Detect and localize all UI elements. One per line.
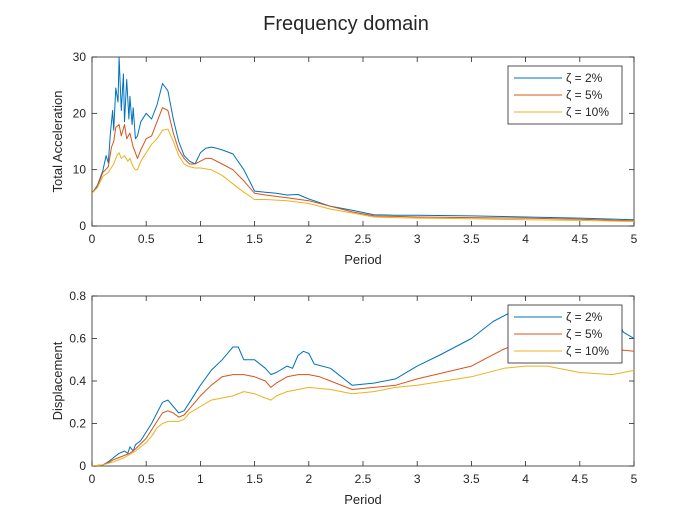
- x-tick-label: 5: [631, 232, 638, 246]
- x-tick-label: 4.5: [571, 232, 588, 246]
- y-tick-label: 0: [79, 219, 86, 233]
- x-tick-label: 5: [631, 472, 638, 486]
- x-tick-label: 3: [414, 472, 421, 486]
- x-axis-label: Period: [344, 492, 382, 507]
- legend-label-zeta-2: ζ = 2%: [566, 310, 603, 324]
- x-tick-label: 0.5: [138, 472, 155, 486]
- figure-title: Frequency domain: [263, 13, 429, 35]
- legend-label-zeta-5: ζ = 5%: [566, 327, 603, 341]
- x-tick-label: 3: [414, 232, 421, 246]
- x-tick-label: 2: [305, 472, 312, 486]
- x-tick-label: 1.5: [246, 232, 263, 246]
- x-tick-label: 4: [522, 472, 529, 486]
- y-tick-label: 0.2: [69, 417, 86, 431]
- x-tick-label: 3.5: [463, 472, 480, 486]
- legend-label-zeta-10: ζ = 10%: [566, 344, 609, 358]
- x-tick-label: 2.5: [355, 232, 372, 246]
- x-tick-label: 1.5: [246, 472, 263, 486]
- y-tick-label: 0.6: [69, 332, 86, 346]
- x-tick-label: 2: [305, 232, 312, 246]
- legend-label-zeta-5: ζ = 5%: [566, 88, 603, 102]
- x-tick-label: 4.5: [571, 472, 588, 486]
- x-tick-label: 0: [89, 232, 96, 246]
- displacement-plot: 0 0.5 1 1.5 2 2.5 3 3.5 4 4.5 5 0 0.2 0.4 0.6 0.8 Period…: [50, 289, 638, 507]
- series-line-zeta-5: [92, 338, 634, 466]
- x-tick-label: 4: [522, 232, 529, 246]
- acceleration-plot: 0 0.5 1 1.5 2 2.5 3 3.5 4 4.5 5 0 10 20 30 Period Total …: [50, 50, 638, 267]
- y-axis-label: Displacement: [50, 341, 65, 420]
- series-line-zeta-5: [92, 107, 634, 222]
- x-tick-label: 1: [197, 472, 204, 486]
- x-tick-label: 1: [197, 232, 204, 246]
- y-tick-label: 0.8: [69, 289, 86, 303]
- x-axis-label: Period: [344, 252, 382, 267]
- series-line-zeta-2: [92, 306, 634, 466]
- y-tick-label: 0: [79, 459, 86, 473]
- legend-label-zeta-2: ζ = 2%: [566, 71, 603, 85]
- legend-label-zeta-10: ζ = 10%: [566, 105, 609, 119]
- y-tick-label: 30: [73, 50, 87, 64]
- legend: ζ = 2% ζ = 5% ζ = 10%: [507, 304, 623, 364]
- x-tick-label: 3.5: [463, 232, 480, 246]
- y-tick-label: 0.4: [69, 374, 86, 388]
- x-tick-label: 0.5: [138, 232, 155, 246]
- series-line-zeta-10: [92, 128, 634, 222]
- y-axis-label: Total Acceleration: [50, 91, 65, 193]
- y-tick-label: 20: [73, 106, 87, 120]
- legend: ζ = 2% ζ = 5% ζ = 10%: [507, 65, 623, 125]
- x-tick-label: 2.5: [355, 472, 372, 486]
- y-tick-label: 10: [73, 163, 87, 177]
- x-tick-label: 0: [89, 472, 96, 486]
- series-line-zeta-2: [92, 57, 634, 221]
- series-line-zeta-10: [92, 365, 634, 466]
